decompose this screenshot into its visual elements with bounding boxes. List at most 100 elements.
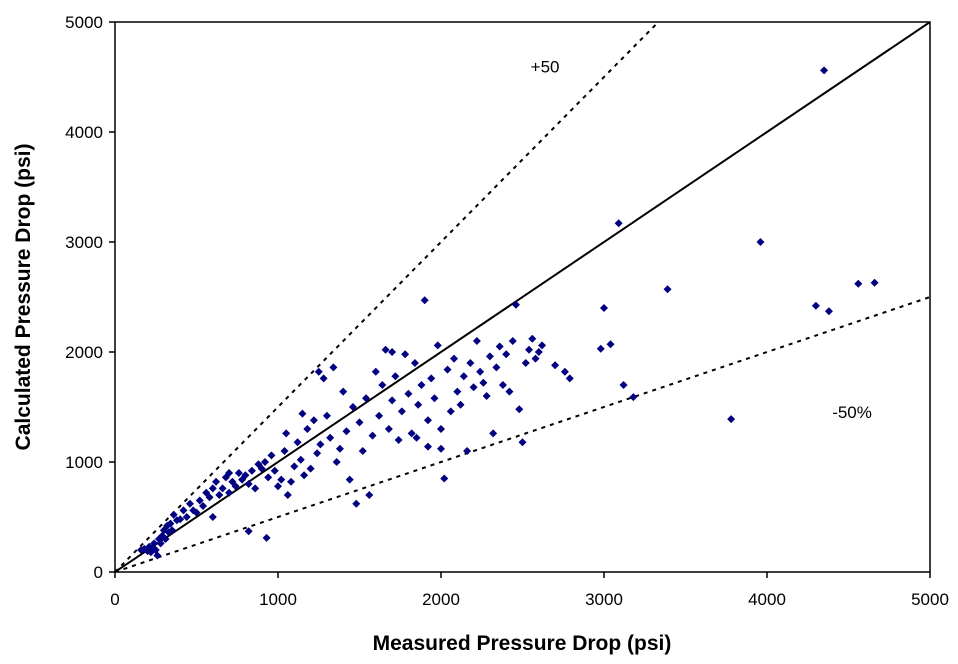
data-point	[619, 381, 628, 389]
data-point	[161, 535, 170, 543]
data-point	[208, 513, 217, 521]
data-point	[296, 455, 305, 464]
data-point	[314, 367, 323, 376]
data-point	[293, 438, 302, 447]
data-point	[348, 403, 357, 411]
data-point	[596, 344, 605, 353]
data-point	[381, 345, 390, 354]
data-point	[521, 359, 530, 367]
data-point	[472, 337, 481, 345]
annotations: +50 -50%	[531, 58, 872, 422]
data-point	[384, 425, 393, 433]
data-point	[267, 451, 276, 460]
data-point	[277, 475, 286, 484]
data-point	[466, 359, 475, 367]
data-point	[495, 342, 504, 351]
data-point	[358, 447, 367, 455]
data-point	[313, 449, 322, 458]
data-point	[309, 416, 318, 425]
data-point	[401, 350, 410, 359]
data-point	[192, 508, 201, 517]
data-point	[329, 363, 338, 372]
data-point	[437, 425, 445, 433]
data-point	[629, 393, 638, 402]
data-point	[456, 400, 465, 409]
data-point	[352, 499, 361, 508]
data-point	[508, 337, 517, 345]
data-point	[316, 440, 325, 449]
data-point	[515, 405, 524, 414]
data-point	[440, 474, 449, 483]
data-point	[485, 352, 494, 361]
data-point	[450, 354, 459, 363]
data-point	[371, 367, 380, 376]
data-point	[199, 502, 208, 510]
x-tick-label: 3000	[585, 590, 623, 609]
data-point	[482, 392, 491, 400]
data-point	[215, 491, 224, 499]
data-point	[225, 469, 234, 477]
data-point	[176, 515, 185, 524]
data-point	[446, 407, 455, 416]
data-point	[179, 506, 188, 515]
data-point	[394, 436, 403, 444]
data-point	[306, 464, 315, 473]
data-point	[600, 304, 608, 312]
data-point	[169, 510, 178, 519]
data-point	[365, 491, 374, 499]
data-point	[282, 429, 291, 438]
data-point	[260, 458, 269, 466]
data-point	[290, 462, 299, 471]
parity-line	[115, 22, 930, 572]
data-point	[525, 345, 534, 354]
annotation-label: -50%	[832, 403, 872, 422]
data-point	[531, 354, 540, 363]
x-tick-label: 4000	[748, 590, 786, 609]
data-point	[241, 471, 250, 480]
data-point	[339, 387, 348, 396]
data-point	[511, 300, 520, 309]
data-point	[614, 219, 623, 228]
data-point	[205, 493, 214, 502]
y-tick-label: 3000	[65, 233, 103, 252]
data-point	[326, 433, 335, 442]
data-point	[498, 381, 507, 389]
data-point	[518, 438, 527, 447]
y-tick-label: 5000	[65, 13, 103, 32]
annotation-label: +50	[531, 58, 560, 77]
plot-area-border	[114, 21, 931, 573]
data-point	[319, 374, 328, 383]
data-point	[195, 496, 204, 505]
data-point	[663, 285, 672, 294]
data-point	[528, 334, 537, 343]
data-point	[756, 238, 765, 246]
data-point	[218, 484, 227, 493]
data-point	[427, 374, 436, 383]
data-point	[303, 425, 312, 433]
data-point	[208, 484, 217, 493]
data-point	[378, 381, 387, 389]
data-point	[397, 407, 406, 416]
data-point	[156, 539, 165, 548]
data-point	[332, 458, 341, 466]
data-point	[280, 447, 289, 455]
data-point	[185, 499, 194, 508]
data-point	[492, 363, 501, 372]
x-axis-ticks: 0 1000 2000 3000 4000 5000	[110, 572, 949, 609]
data-point	[463, 447, 472, 455]
x-tick-label: 1000	[259, 590, 297, 609]
data-point	[870, 278, 879, 287]
data-point	[153, 551, 162, 560]
data-point	[565, 374, 574, 383]
data-point	[404, 389, 413, 398]
data-point	[274, 482, 282, 491]
data-point	[166, 519, 175, 528]
data-point	[283, 491, 292, 499]
data-point	[231, 482, 240, 491]
data-point	[820, 66, 829, 75]
data-point	[262, 533, 271, 542]
data-point	[225, 488, 234, 497]
y-axis-title: Calculated Pressure Drop (psi)	[12, 144, 35, 451]
data-point	[727, 415, 736, 424]
data-point	[423, 442, 432, 451]
